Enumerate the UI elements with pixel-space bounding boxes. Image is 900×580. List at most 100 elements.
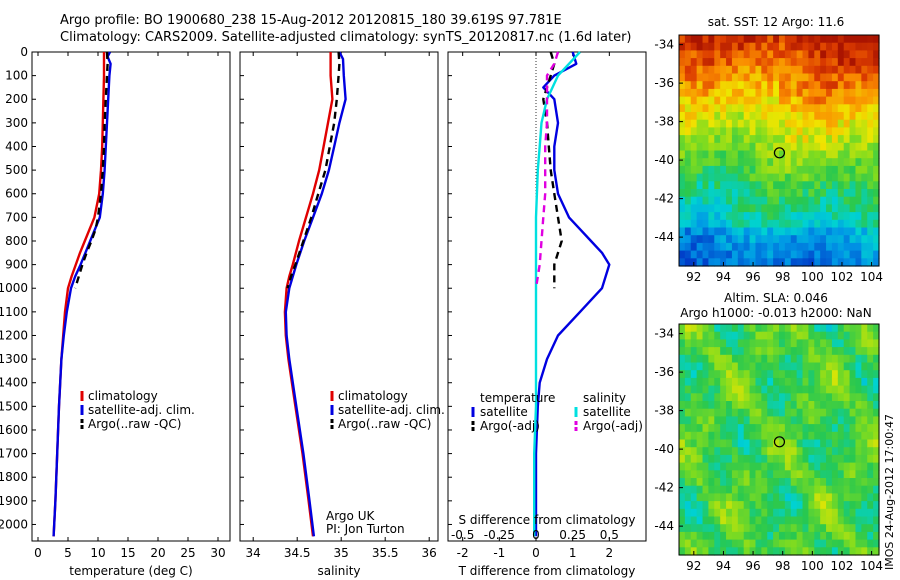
- sla_map-cell: [767, 370, 774, 379]
- sst_map-cell: [755, 204, 762, 213]
- sla_map-cell: [749, 393, 757, 402]
- sst_map-cell: [831, 235, 839, 244]
- sla_map-cell: [831, 370, 839, 379]
- sst_map-cell: [708, 73, 715, 82]
- sla_map-cell: [702, 362, 710, 371]
- sst_map-cell: [702, 196, 710, 205]
- sst_map-cell: [784, 242, 792, 252]
- sla_map-cell: [802, 424, 810, 433]
- sst_map-cell: [708, 212, 715, 221]
- sla_map-cell: [684, 370, 692, 379]
- sla_map-cell: [843, 354, 851, 364]
- sla_map-cell: [726, 454, 733, 464]
- sla_map-cell: [814, 370, 821, 379]
- sst_map-cell: [831, 96, 839, 105]
- sla_map-cell: [767, 539, 774, 548]
- sla_map-cell: [843, 493, 851, 502]
- difference-xtick-label: 1: [569, 546, 577, 560]
- sst_map-cell: [849, 65, 857, 75]
- sla_map-cell: [867, 408, 874, 417]
- sst_map-cell: [696, 165, 704, 175]
- salinity-xtick-label: 35.5: [372, 546, 399, 560]
- sst_map-cell: [720, 150, 727, 159]
- sla_map-cell: [749, 531, 757, 541]
- sla_map-cell: [708, 393, 715, 402]
- sst_map-cell: [684, 73, 692, 82]
- sla_map-cell: [784, 470, 792, 479]
- sst_map-cell: [837, 65, 845, 75]
- sst_map-cell: [873, 181, 880, 190]
- sla_map-cell: [690, 385, 698, 394]
- argo-institution-label: Argo UK: [326, 509, 375, 523]
- sla_map-cell: [767, 447, 774, 456]
- sla_map-cell: [714, 416, 721, 425]
- sla_map-cell: [749, 462, 757, 471]
- sla_map-cell: [843, 408, 851, 417]
- sst_map-cell: [726, 88, 733, 98]
- sla_map-cell: [708, 508, 715, 518]
- sst_map-cell: [820, 250, 827, 259]
- sla_map-cell: [714, 539, 721, 548]
- sla_map-cell: [708, 454, 715, 464]
- sla_map-cell: [773, 516, 780, 525]
- sla_map-cell: [690, 370, 698, 379]
- sla_map-cell: [837, 401, 845, 410]
- sla_map-cell: [720, 431, 727, 441]
- sst_map-cell: [867, 212, 874, 221]
- sst_map-cell: [767, 135, 774, 144]
- sla_map-cell: [755, 508, 762, 518]
- sla_map-cell: [761, 431, 768, 441]
- sla_map-cell: [820, 493, 827, 502]
- sst_map-cell: [861, 181, 868, 190]
- sst_map-cell: [696, 258, 704, 267]
- sst_map-cell: [737, 104, 745, 113]
- salinity-xlabel: salinity: [317, 564, 360, 578]
- sst_map-cell: [843, 219, 851, 229]
- sla_map-cell: [702, 416, 710, 425]
- sla_map-cell: [708, 339, 715, 348]
- sst_map-cell: [767, 235, 774, 244]
- sla_map-cell: [796, 454, 804, 464]
- sst_map-cell: [873, 173, 880, 182]
- sst_map-cell: [808, 96, 815, 105]
- sla_map-cell: [679, 485, 686, 494]
- sst_map-cell: [855, 58, 862, 67]
- sst_map-cell: [684, 135, 692, 144]
- sla_map-cell: [720, 347, 727, 356]
- sla_map-cell: [802, 454, 810, 464]
- sst_map-cell: [855, 196, 862, 205]
- sla_map-cell: [814, 447, 821, 456]
- depth-ytick-label: 2000: [0, 517, 28, 531]
- sst_map-cell: [837, 235, 845, 244]
- sla_map-cell: [702, 485, 710, 494]
- sla_map-cell: [708, 347, 715, 356]
- sla_map-ytick-label: -38: [654, 404, 674, 418]
- sla_map-cell: [737, 416, 745, 425]
- sst_map-cell: [814, 165, 821, 175]
- salinity-series-line: [286, 51, 341, 289]
- sst_map-cell: [755, 173, 762, 182]
- sla_map-cell: [808, 547, 815, 556]
- sst_map-cell: [714, 212, 721, 221]
- sla_map-cell: [696, 324, 704, 333]
- sst_map-cell: [720, 227, 727, 236]
- sla_map-cell: [755, 370, 762, 379]
- sst_map-cell: [749, 242, 757, 252]
- sst_map-cell: [790, 135, 798, 144]
- sla_map-cell: [790, 385, 798, 394]
- sst_map-cell: [861, 165, 868, 175]
- sst_map-cell: [690, 119, 698, 128]
- sst_map-cell: [714, 96, 721, 105]
- sst_map-cell: [743, 219, 751, 229]
- sst_map-cell: [867, 204, 874, 213]
- sla_map-cell: [849, 431, 857, 441]
- sla_map-cell: [743, 493, 751, 502]
- sla_map-cell: [761, 370, 768, 379]
- sla_map-cell: [873, 339, 880, 348]
- sst_map-cell: [784, 173, 792, 182]
- sla_map-cell: [702, 347, 710, 356]
- difference-xtick-label: -1: [493, 546, 505, 560]
- sla_map-cell: [790, 324, 798, 333]
- sla_map-cell: [796, 447, 804, 456]
- sst_map-cell: [843, 88, 851, 98]
